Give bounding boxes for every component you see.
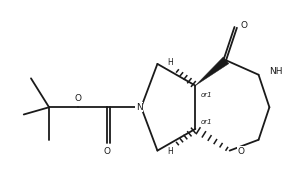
Polygon shape [195,57,229,86]
Text: O: O [74,94,81,103]
Text: H: H [167,58,173,67]
Text: N: N [136,103,143,112]
Text: O: O [240,21,247,30]
Text: H: H [167,147,173,156]
Text: O: O [103,147,110,156]
Text: or1: or1 [201,119,212,125]
Text: NH: NH [269,67,282,76]
Text: or1: or1 [201,92,212,98]
Text: O: O [238,147,245,156]
